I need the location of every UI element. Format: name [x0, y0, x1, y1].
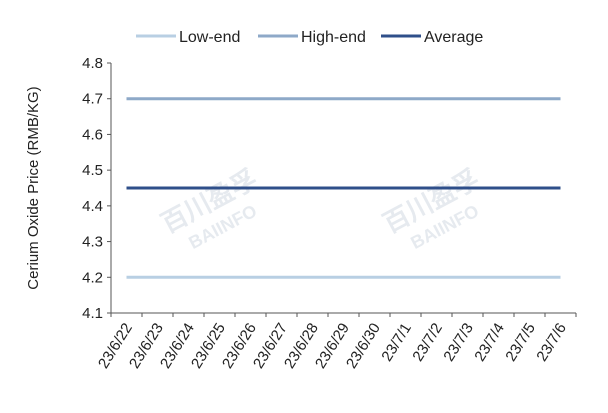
- y-axis: 4.8 4.7 4.6 4.5 4.4 4.3 4.2 4.1: [82, 55, 112, 322]
- y-tick-label: 4.5: [82, 162, 103, 179]
- y-tick-label: 4.8: [82, 55, 103, 72]
- x-tick-label: 23/7/5: [502, 320, 539, 364]
- x-tick-label: 23/7/6: [533, 320, 570, 364]
- x-tick-label: 23/7/4: [471, 320, 508, 364]
- y-tick-label: 4.3: [82, 234, 103, 251]
- legend: Low-end High-end Average: [136, 29, 483, 46]
- series-group: [126, 97, 561, 279]
- y-axis-title: Cerium Oxide Price (RMB/KG): [25, 86, 42, 289]
- y-tick-label: 4.4: [82, 198, 103, 215]
- y-tick-label: 4.6: [82, 126, 103, 143]
- y-tick-label: 4.7: [82, 91, 103, 108]
- legend-label-average: Average: [424, 29, 483, 46]
- y-tick-label: 4.2: [82, 269, 103, 286]
- x-tick-label: 23/7/2: [409, 320, 446, 364]
- x-tick-label: 23/7/3: [440, 320, 477, 364]
- x-axis: 23/6/2223/6/2323/6/2423/6/2523/6/2623/6/…: [95, 312, 577, 372]
- legend-label-high-end: High-end: [301, 29, 366, 46]
- x-tick-label: 23/7/1: [378, 320, 415, 364]
- legend-label-low-end: Low-end: [179, 29, 240, 46]
- y-tick-label: 4.1: [82, 305, 103, 322]
